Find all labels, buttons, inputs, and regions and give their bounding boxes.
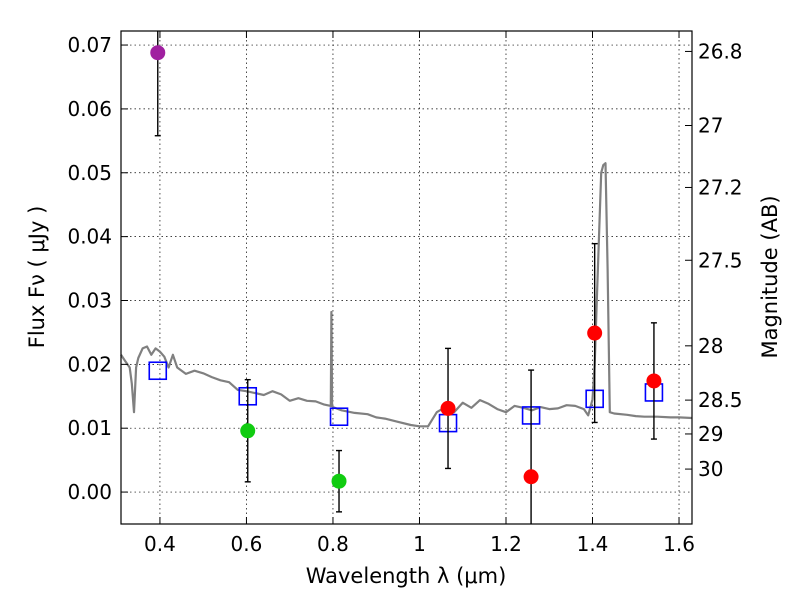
magnitude-axis-label: Magnitude (AB) — [758, 195, 782, 358]
x-tick-label: 1 — [413, 532, 426, 556]
magnitude-tick-label: 30 — [698, 457, 723, 481]
y-tick-label: 0.01 — [67, 416, 112, 440]
data-point — [331, 473, 347, 489]
x-axis-label: Wavelength λ (μm) — [306, 564, 507, 588]
magnitude-tick-label: 26.8 — [698, 39, 743, 63]
data-point — [240, 423, 256, 439]
model-photometry-square — [329, 407, 349, 427]
y-tick-label: 0.02 — [67, 352, 112, 376]
magnitude-tick-label: 28.5 — [698, 388, 743, 412]
data-point — [523, 469, 539, 485]
data-point — [440, 400, 456, 416]
y-tick-label: 0.03 — [67, 288, 112, 312]
y-tick-label: 0.04 — [67, 225, 112, 249]
x-axis-ticks: 0.4 0.6 0.8 1 1.2 1.4 1.6 — [144, 31, 695, 556]
y-axis-label: Flux Fν ( μJy ) — [25, 206, 49, 349]
x-tick-label: 1.6 — [663, 532, 695, 556]
grid — [121, 31, 692, 524]
y-tick-label: 0.06 — [67, 97, 112, 121]
model-photometry-square — [148, 361, 168, 381]
x-tick-label: 0.6 — [231, 532, 263, 556]
magnitude-tick-label: 27.5 — [698, 248, 743, 272]
data-point — [646, 373, 662, 389]
y-axis-ticks: 0.00 0.01 0.02 0.03 0.04 0.05 0.06 0.07 — [67, 33, 128, 504]
data-point — [587, 325, 603, 341]
magnitude-axis-ticks: 26.8 27 27.2 27.5 28 28.5 29 30 — [685, 39, 743, 481]
x-tick-label: 1.2 — [490, 532, 522, 556]
plot-frame — [120, 30, 693, 525]
x-tick-label: 1.4 — [577, 532, 609, 556]
magnitude-tick-label: 28 — [698, 334, 723, 358]
y-tick-label: 0.00 — [67, 480, 112, 504]
magnitude-tick-label: 29 — [698, 422, 723, 446]
x-tick-label: 0.8 — [317, 532, 349, 556]
plot-background — [121, 31, 692, 524]
data-points — [148, 31, 664, 524]
magnitude-tick-label: 27.2 — [698, 175, 743, 199]
data-point — [150, 45, 166, 61]
y-tick-label: 0.05 — [67, 161, 112, 185]
magnitude-tick-label: 27 — [698, 114, 723, 138]
x-tick-label: 0.4 — [144, 532, 176, 556]
y-tick-label: 0.07 — [67, 33, 112, 57]
